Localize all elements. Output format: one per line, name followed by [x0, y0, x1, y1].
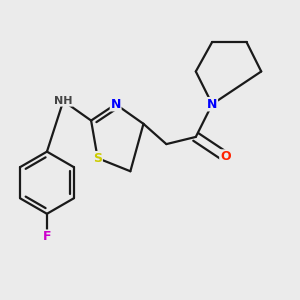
Text: N: N: [207, 98, 217, 111]
Text: S: S: [93, 152, 102, 165]
Text: N: N: [110, 98, 121, 111]
Text: F: F: [43, 230, 51, 243]
Text: O: O: [220, 150, 231, 163]
Text: NH: NH: [54, 96, 73, 106]
